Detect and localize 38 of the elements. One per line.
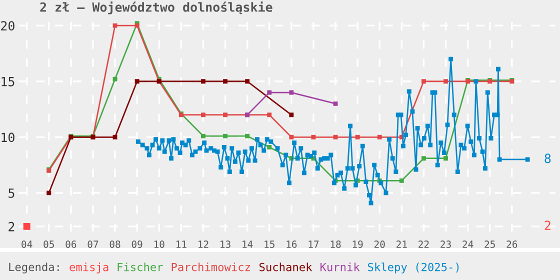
text: emisja [70, 262, 108, 274]
x-tick-label: 04 [22, 240, 32, 248]
y-tick-label: 20 [1, 21, 14, 31]
legend-title: Legenda: [9, 262, 59, 274]
x-tick-label: 12 [198, 240, 208, 248]
x-tick-label: 17 [308, 240, 319, 248]
text: Parchimowicz [172, 262, 250, 272]
annotation: 2 [544, 220, 550, 230]
x-tick-label: 26 [506, 240, 518, 248]
annotation: 8 [544, 154, 551, 164]
x-tick-label: 15 [264, 240, 274, 248]
text: Kurnik [320, 262, 360, 272]
text: Fischer [118, 262, 163, 272]
x-tick-label: 07 [88, 240, 98, 248]
y-tick-label: 2 [8, 222, 14, 232]
x-tick-label: 08 [110, 240, 120, 248]
x-tick-label: 24 [462, 240, 474, 248]
x-tick-label: 23 [440, 240, 451, 248]
y-tick-label: 10 [2, 132, 14, 142]
x-tick-label: 16 [286, 240, 297, 248]
x-tick-label: 06 [66, 240, 76, 248]
x-tick-label: 14 [242, 240, 253, 248]
x-tick-label: 22 [418, 240, 429, 248]
x-tick-label: 20 [374, 240, 385, 248]
x-tick-label: 21 [396, 240, 407, 248]
y-tick-label: 5 [8, 188, 14, 198]
y-tick-label: 15 [2, 77, 14, 86]
x-tick-label: 11 [176, 240, 186, 248]
x-tick-label: 10 [154, 240, 164, 248]
x-tick-label: 18 [330, 240, 341, 248]
chart-title: 2 zł – Województwo dolnośląskie [40, 2, 272, 14]
x-tick-label: 13 [220, 240, 230, 248]
text: Suchanek [260, 262, 312, 272]
text: Sklepy (2025-) [368, 262, 459, 274]
x-tick-label: 09 [132, 240, 142, 248]
x-tick-label: 19 [352, 240, 363, 248]
x-tick-label: 25 [484, 240, 495, 248]
x-tick-label: 05 [44, 240, 54, 248]
